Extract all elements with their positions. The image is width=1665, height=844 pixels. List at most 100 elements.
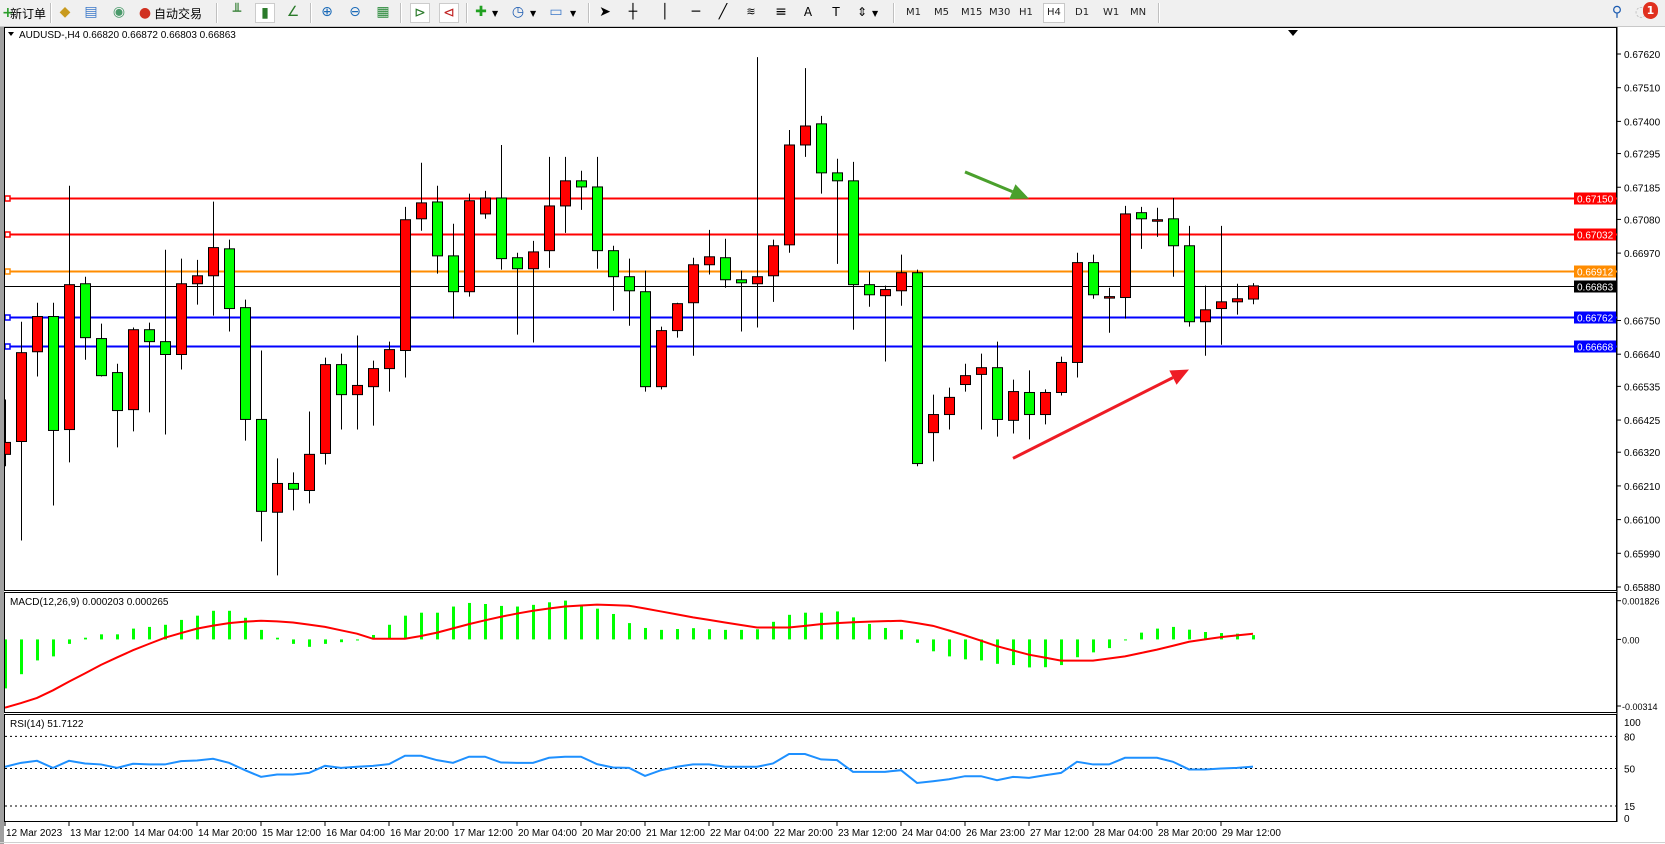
- macd-histogram-bar: [308, 639, 311, 647]
- zoom-out-icon[interactable]: ⊖: [349, 4, 361, 20]
- timeframe-m30[interactable]: M30: [989, 7, 1011, 18]
- candle-bull: [1008, 391, 1019, 421]
- new-chart-icon[interactable]: ✚: [475, 4, 487, 20]
- text-icon[interactable]: A: [803, 5, 813, 19]
- macd-tick-label: -0.00314: [1622, 702, 1658, 712]
- arrows-icon[interactable]: ⇕: [856, 5, 868, 19]
- candle-bull: [768, 245, 779, 277]
- timeframe-m1[interactable]: M1: [906, 7, 921, 18]
- chevron-down-icon[interactable]: ▼: [492, 8, 499, 18]
- line-chart-icon[interactable]: ∠: [286, 4, 300, 20]
- timeframe-w1[interactable]: W1: [1103, 7, 1120, 18]
- macd-histogram-bar: [1172, 626, 1175, 640]
- candle-bull: [800, 125, 811, 146]
- navigator-icon[interactable]: ◆: [59, 4, 71, 20]
- timeframe-h4[interactable]: H4: [1043, 3, 1065, 23]
- trendline-icon[interactable]: ╱: [718, 4, 728, 20]
- chevron-down-icon[interactable]: ▼: [570, 8, 577, 18]
- candle-bear: [624, 276, 635, 292]
- fibonacci-icon[interactable]: ≡: [775, 4, 787, 20]
- periods-icon[interactable]: ◷: [511, 4, 525, 20]
- candle-bear: [1184, 245, 1195, 323]
- candle-bear: [832, 172, 843, 182]
- candle-bull: [384, 349, 395, 370]
- auto-scroll-icon[interactable]: ⊳: [410, 3, 430, 23]
- macd-axis: 0.001826 0.00 -0.00314: [1617, 597, 1660, 712]
- level-price-tag: [1574, 265, 1616, 278]
- timeframe-d1[interactable]: D1: [1075, 7, 1090, 18]
- market-watch-icon[interactable]: ▤: [84, 4, 98, 20]
- timeframe-h1[interactable]: H1: [1019, 7, 1033, 18]
- macd-histogram-bar: [228, 610, 231, 640]
- macd-histogram-bar: [180, 619, 183, 640]
- search-icon[interactable]: ⚲: [1611, 4, 1623, 20]
- macd-histogram-bar: [500, 605, 503, 640]
- macd-histogram-bar: [20, 639, 23, 675]
- macd-tick-label: 0.001826: [1622, 597, 1660, 607]
- chart-background: [0, 27, 1665, 844]
- macd-histogram-bar: [388, 624, 391, 640]
- macd-histogram-bar: [1060, 639, 1063, 666]
- candle-bear: [160, 341, 171, 356]
- candle-bear: [224, 248, 235, 310]
- macd-histogram-bar: [708, 629, 711, 640]
- tile-windows-icon[interactable]: ▦: [376, 4, 390, 20]
- toolbar-separator: [466, 3, 468, 23]
- candle-bull: [944, 396, 955, 416]
- candle-bear: [848, 180, 859, 286]
- candle-bull: [128, 329, 139, 411]
- timeframe-mn[interactable]: MN: [1130, 7, 1147, 18]
- candle-bull: [416, 202, 427, 220]
- macd-histogram-bar: [916, 639, 919, 643]
- macd-histogram-bar: [548, 602, 551, 640]
- macd-histogram-bar: [1188, 629, 1191, 640]
- timeframe-m5[interactable]: M5: [934, 7, 949, 18]
- chart-shift-marker-icon[interactable]: [1288, 30, 1298, 36]
- templates-icon[interactable]: ▭: [549, 4, 563, 20]
- price-axis: 0.67620 0.67510 0.67400 0.67295 0.67185 0.670…: [1617, 50, 1661, 594]
- cursor-icon[interactable]: ➤: [599, 4, 611, 20]
- chart-window[interactable]: 0.67620 0.67510 0.67400 0.67295 0.67185 0.670…: [0, 27, 1665, 844]
- price-plot: [5, 57, 1617, 576]
- chart-shift-icon[interactable]: ⊲: [439, 3, 459, 23]
- candle-bear: [1168, 218, 1179, 247]
- candle-bull: [272, 482, 283, 513]
- candlestick-icon[interactable]: ▮: [255, 3, 275, 23]
- macd-histogram-bar: [468, 602, 471, 640]
- signals-icon[interactable]: ◉: [112, 4, 126, 20]
- chevron-down-icon[interactable]: ▼: [530, 8, 537, 18]
- candle-bull: [896, 272, 907, 292]
- timeframe-m15[interactable]: M15: [961, 7, 983, 18]
- horizontal-line-icon[interactable]: ─: [691, 4, 701, 20]
- current-price-tag: [1574, 280, 1616, 293]
- bar-chart-icon[interactable]: ╨: [232, 4, 242, 20]
- fibonacci-fan-icon[interactable]: ≋: [746, 5, 756, 18]
- macd-histogram-bar: [1252, 635, 1255, 640]
- auto-trading-button[interactable]: ● 自动交易: [136, 3, 202, 23]
- candle-bull: [1040, 391, 1051, 416]
- toolbar: + 新订单 ◆ ▤ ◉ ● 自动交易 ╨ ▮ ∠ ⊕ ⊖ ▦ ⊳ ⊲ ✚ ▼ ◷…: [0, 0, 1665, 27]
- candle-bull: [880, 289, 891, 297]
- level-handle: [5, 195, 11, 202]
- macd-histogram-bar: [564, 600, 567, 640]
- macd-histogram-bar: [1044, 639, 1047, 668]
- chevron-down-icon[interactable]: ▼: [872, 8, 879, 18]
- rsi-plot: [5, 735, 1617, 807]
- vertical-line-icon[interactable]: │: [660, 4, 670, 20]
- new-order-icon: +: [2, 5, 14, 21]
- price-tick-label: 0.65990: [1624, 549, 1661, 560]
- level-handle: [5, 343, 11, 350]
- price-tick-label: 0.67620: [1624, 50, 1661, 61]
- candle-bear: [432, 201, 443, 257]
- time-axis: 12 Mar 2023 13 Mar 12:00 14 Mar 04:00 14 Ma…: [4, 822, 1281, 839]
- new-order-button[interactable]: + 新订单: [2, 3, 46, 23]
- macd-histogram-bar: [452, 606, 455, 640]
- macd-histogram-bar: [1156, 628, 1159, 640]
- crosshair-icon[interactable]: ┼: [628, 4, 638, 20]
- candle-bull: [1104, 296, 1115, 299]
- price-tick-label: 0.67185: [1624, 183, 1661, 194]
- text-label-icon[interactable]: T: [832, 5, 840, 19]
- time-tick-label: 29 Mar 12:00: [1222, 828, 1281, 839]
- zoom-in-icon[interactable]: ⊕: [321, 4, 333, 20]
- rsi-tick-label: 15: [1624, 802, 1636, 813]
